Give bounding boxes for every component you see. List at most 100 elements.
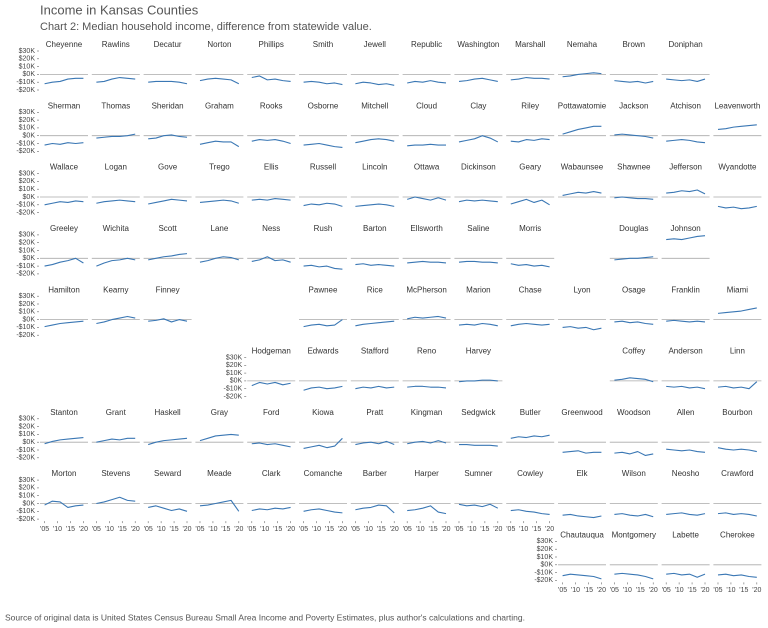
- series-line: [355, 138, 395, 144]
- y-tick-label: $20K: [226, 362, 243, 369]
- x-tick-label: '20: [182, 526, 191, 533]
- y-tick-label: $30K: [19, 48, 36, 55]
- panel-title: Clark: [262, 469, 282, 478]
- y-tick-label: $30K: [19, 477, 36, 484]
- x-tick-label: '15: [221, 526, 230, 533]
- panel-title: Lyon: [573, 285, 590, 294]
- series-line: [355, 81, 395, 86]
- series-line: [614, 377, 654, 383]
- panel-title: Lane: [211, 224, 229, 233]
- series-line: [407, 143, 447, 147]
- y-tick-label: $10K: [19, 186, 36, 193]
- series-line: [96, 315, 136, 325]
- panel-title: Kearny: [103, 285, 128, 294]
- series-line: [562, 326, 602, 331]
- panel-title: Wichita: [103, 224, 130, 233]
- series-line: [510, 434, 550, 439]
- panel-title: Montgomery: [612, 531, 656, 540]
- series-line: [96, 496, 136, 505]
- panel-title: Stevens: [101, 469, 130, 478]
- series-line: [148, 134, 188, 140]
- y-tick-label: $30K: [19, 232, 36, 239]
- series-line: [148, 318, 188, 323]
- y-tick-label: -$20K: [16, 455, 35, 462]
- panel-title: Osborne: [308, 101, 339, 110]
- panel-title: Jewell: [364, 40, 386, 49]
- series-line: [562, 513, 602, 519]
- series-line: [44, 142, 84, 146]
- panel-title: Logan: [105, 163, 127, 172]
- series-line: [666, 385, 706, 390]
- panel-title: Neosho: [672, 469, 700, 478]
- panel-title: Labette: [672, 531, 699, 540]
- y-tick-label: $20K: [19, 240, 36, 247]
- panel-title: Cowley: [517, 469, 543, 478]
- x-tick-label: '20: [286, 526, 295, 533]
- x-tick-label: '15: [118, 526, 127, 533]
- y-tick-label: $20K: [19, 117, 36, 124]
- panel-title: Brown: [622, 40, 645, 49]
- y-tick-label: $30K: [19, 416, 36, 423]
- y-tick-label: -$20K: [16, 148, 35, 155]
- x-tick-label: '15: [739, 587, 748, 594]
- y-tick-label: $30K: [537, 538, 554, 545]
- series-line: [96, 199, 136, 204]
- series-line: [614, 513, 654, 518]
- panel-title: Comanche: [304, 469, 343, 478]
- panel-title: Barton: [363, 224, 387, 233]
- panel-title: Anderson: [668, 347, 702, 356]
- x-tick-label: '10: [364, 526, 373, 533]
- panel-title: Ottawa: [414, 163, 440, 172]
- x-tick-label: '15: [66, 526, 75, 533]
- series-line: [303, 437, 343, 449]
- series-line: [251, 442, 291, 448]
- panel-title: Sumner: [464, 469, 492, 478]
- y-tick-label: -$20K: [16, 332, 35, 339]
- chart-subtitle: Chart 2: Median household income, differ…: [40, 21, 372, 33]
- series-line: [458, 77, 498, 82]
- series-line: [251, 506, 291, 512]
- x-tick-label: '20: [700, 587, 709, 594]
- y-tick-label: $20K: [19, 423, 36, 430]
- y-tick-label: $20K: [537, 546, 554, 553]
- panel-title: Thomas: [101, 101, 130, 110]
- x-tick-label: '10: [105, 526, 114, 533]
- panel-title: Pratt: [366, 408, 384, 417]
- panel-title: Coffey: [622, 347, 645, 356]
- series-line: [44, 500, 84, 508]
- panel-title: Doniphan: [668, 40, 702, 49]
- panel-title: Grant: [106, 408, 127, 417]
- series-line: [666, 78, 706, 82]
- panel-title: Sheridan: [152, 101, 184, 110]
- panel-title: Bourbon: [722, 408, 752, 417]
- y-tick-label: -$20K: [224, 393, 243, 400]
- panel-title: Johnson: [670, 224, 700, 233]
- x-tick-label: '05: [713, 587, 722, 594]
- y-tick-label: $0K: [23, 71, 36, 78]
- y-tick-label: $0K: [230, 378, 243, 385]
- series-line: [717, 512, 757, 517]
- x-tick-label: '15: [688, 587, 697, 594]
- y-tick-label: -$20K: [16, 209, 35, 216]
- panel-title: Edwards: [307, 347, 338, 356]
- series-line: [303, 319, 343, 328]
- y-tick-label: $10K: [19, 431, 36, 438]
- series-line: [44, 436, 84, 445]
- series-line: [44, 320, 84, 328]
- panel-title: Wallace: [50, 163, 79, 172]
- x-tick-label: '05: [610, 587, 619, 594]
- series-line: [666, 319, 706, 323]
- panel-title: Hamilton: [48, 285, 80, 294]
- panel-title: Mitchell: [361, 101, 388, 110]
- panel-title: Harvey: [466, 347, 491, 356]
- series-line: [199, 256, 239, 263]
- panel-title: Scott: [158, 224, 177, 233]
- y-tick-label: -$20K: [16, 87, 35, 94]
- panel-title: Chase: [519, 285, 543, 294]
- y-tick-label: $0K: [23, 316, 36, 323]
- series-line: [148, 505, 188, 512]
- series-line: [717, 205, 757, 210]
- y-tick-label: $30K: [19, 170, 36, 177]
- panel-title: Rush: [314, 224, 333, 233]
- panel-title: Meade: [207, 469, 232, 478]
